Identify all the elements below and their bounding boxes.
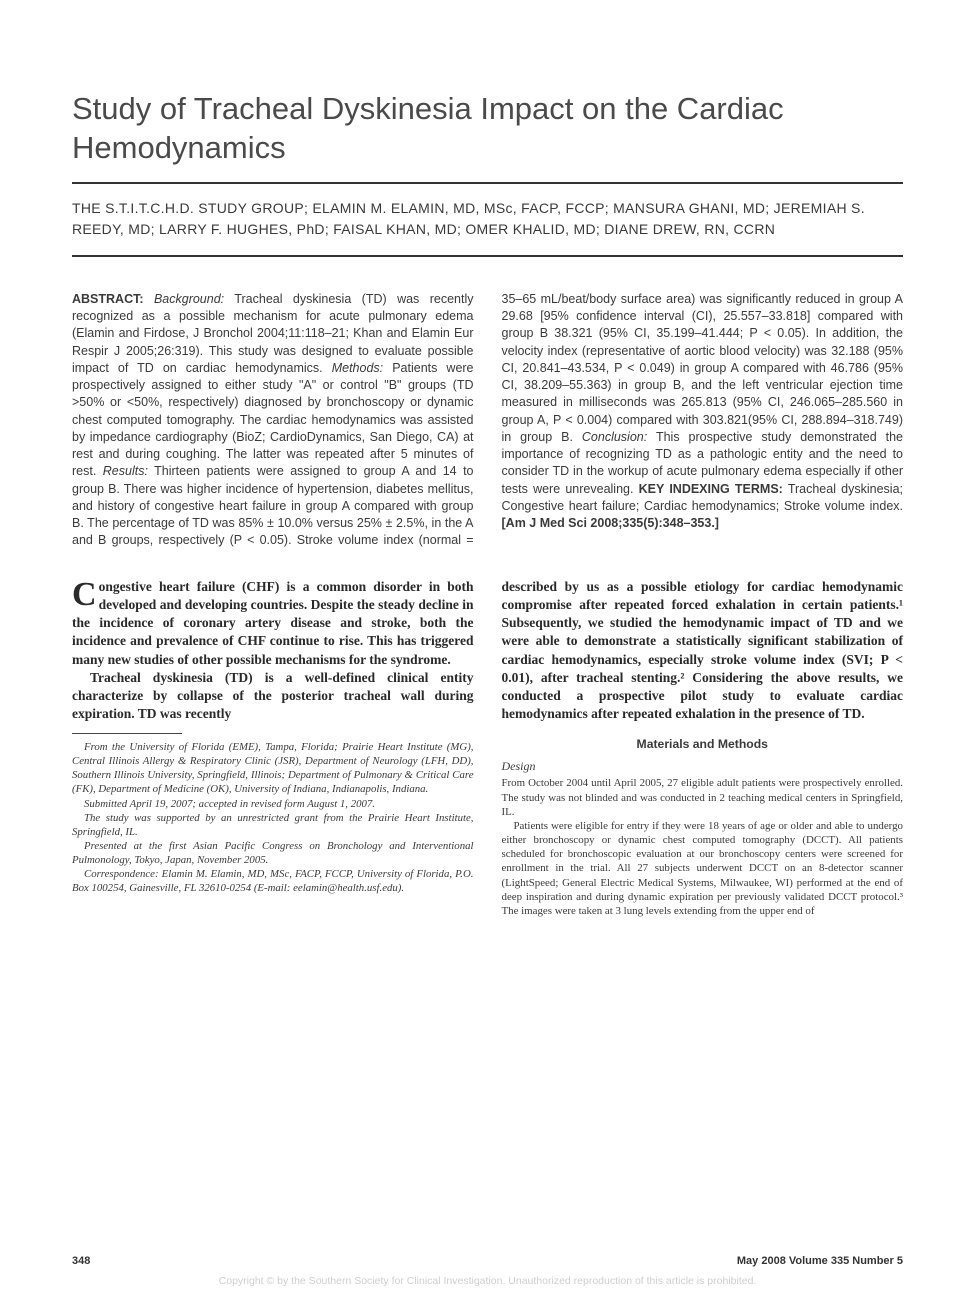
intro-para-1: Congestive heart failure (CHF) is a comm… <box>72 578 474 669</box>
design-subheading: Design <box>502 759 904 774</box>
page-footer: 348 May 2008 Volume 335 Number 5 <box>72 1255 903 1267</box>
design-para-1: From October 2004 until April 2005, 27 e… <box>502 776 904 819</box>
authors-block: THE S.T.I.T.C.H.D. STUDY GROUP; ELAMIN M… <box>72 184 903 255</box>
abstract-label: ABSTRACT: <box>72 292 144 306</box>
affiliation-correspondence: Correspondence: Elamin M. Elamin, MD, MS… <box>72 867 474 895</box>
methods-label: Methods: <box>332 361 383 375</box>
key-terms-label: KEY INDEXING TERMS: <box>639 482 783 496</box>
intro-para-2: Tracheal dyskinesia (TD) is a well-defin… <box>72 669 474 724</box>
background-label: Background: <box>154 292 224 306</box>
p1-text: ongestive heart failure (CHF) is a commo… <box>72 579 474 667</box>
affiliation-funding: The study was supported by an unrestrict… <box>72 811 474 839</box>
affiliation-presented: Presented at the first Asian Pacific Con… <box>72 839 474 867</box>
abstract-text: ABSTRACT: Background: Tracheal dyskinesi… <box>72 291 903 550</box>
title-rule-bottom <box>72 255 903 257</box>
design-para-2: Patients were eligible for entry if they… <box>502 819 904 918</box>
issue-info: May 2008 Volume 335 Number 5 <box>737 1255 903 1267</box>
conclusion-label: Conclusion: <box>582 430 647 444</box>
copyright-notice: Copyright © by the Southern Society for … <box>0 1275 975 1287</box>
page-number: 348 <box>72 1255 90 1267</box>
affiliation-rule <box>72 733 182 734</box>
right-column-block: described by us as a possible etiology f… <box>502 578 904 918</box>
body-columns: Congestive heart failure (CHF) is a comm… <box>72 578 903 918</box>
abstract-citation: [Am J Med Sci 2008;335(5):348–353.] <box>502 516 719 530</box>
left-column-block: Congestive heart failure (CHF) is a comm… <box>72 578 474 895</box>
methods-text: Patients were prospectively assigned to … <box>72 361 474 479</box>
intro-para-3: described by us as a possible etiology f… <box>502 578 904 724</box>
affiliation-submitted: Submitted April 19, 2007; accepted in re… <box>72 797 474 811</box>
methods-heading: Materials and Methods <box>502 737 904 751</box>
affiliation-1: From the University of Florida (EME), Ta… <box>72 740 474 796</box>
article-title: Study of Tracheal Dyskinesia Impact on t… <box>72 90 903 168</box>
abstract-columns: ABSTRACT: Background: Tracheal dyskinesi… <box>72 291 903 550</box>
dropcap: C <box>72 578 99 610</box>
results-label: Results: <box>103 464 148 478</box>
